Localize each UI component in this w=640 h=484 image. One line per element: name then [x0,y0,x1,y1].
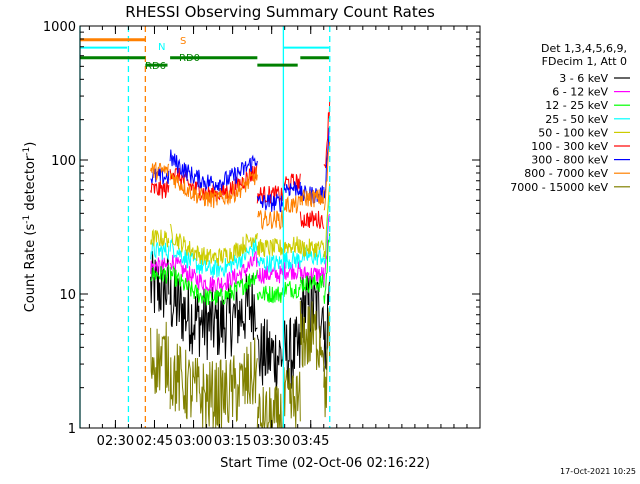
legend-label-0: 3 - 6 keV [559,72,608,85]
y-axis-label-part3: ) [23,142,38,147]
flag-label-s: S [180,36,186,47]
timestamp: 17-Oct-2021 10:25 [560,467,636,476]
flag-bars [80,38,329,67]
legend-label-5: 100 - 300 keV [531,140,608,153]
legend-label-4: 50 - 100 keV [538,126,608,139]
x-tick-label-4: 03:30 [253,434,290,449]
axes: 02:30 02:45 03:00 03:15 03:30 03:45 1 10 100 1000 [43,20,480,449]
y-axis-label-part2: detector [23,155,38,215]
legend-label-8: 7000 - 15000 keV [510,181,608,194]
chart-title: RHESSI Observing Summary Count Rates [125,3,435,21]
series-line-6 [150,126,331,213]
series-line-7 [150,139,331,231]
legend-label-6: 300 - 800 keV [531,154,608,167]
series-line-0 [150,251,331,391]
x-tick-label-1: 02:45 [136,434,173,449]
x-tick-label-0: 02:30 [97,434,134,449]
flag-label-rd6: RD6 [145,61,166,72]
series-line-4 [150,183,331,267]
x-tick-label-5: 03:45 [292,434,329,449]
y-axis-label: Count Rate (s-1 detector-1) [22,142,38,313]
legend-label-3: 25 - 50 keV [545,113,608,126]
series-line-3 [150,194,331,278]
flag-label-n: N [158,42,165,53]
y-tick-label-0: 1 [68,422,76,437]
legend-label-7: 800 - 7000 keV [524,167,608,180]
x-axis-label: Start Time (02-Oct-06 02:16:22) [220,456,430,471]
legend: Det 1,3,4,5,6,9, FDecim 1, Att 0 3 - 6 k… [510,42,630,194]
y-tick-label-3: 1000 [43,20,76,35]
plot-frame [79,25,481,429]
flag-labels: S N RD0 RD6 [145,36,200,72]
y-axis-label-part1: Count Rate (s [23,224,38,313]
y-axis-label-sup2: -1 [22,147,32,156]
legend-header-line1: Det 1,3,4,5,6,9, [541,42,627,55]
y-tick-label-1: 10 [59,288,76,303]
y-tick-label-2: 100 [51,154,76,169]
legend-header-line2: FDecim 1, Att 0 [542,55,627,68]
flag-label-rd0: RD0 [179,53,200,64]
series-line-1 [150,213,331,294]
series-line-2 [150,233,331,306]
x-tick-label-2: 03:00 [175,434,212,449]
legend-label-1: 6 - 12 keV [552,86,608,99]
y-axis-label-sup1: -1 [22,215,32,224]
legend-label-2: 12 - 25 keV [545,99,608,112]
x-tick-label-3: 03:15 [214,434,251,449]
